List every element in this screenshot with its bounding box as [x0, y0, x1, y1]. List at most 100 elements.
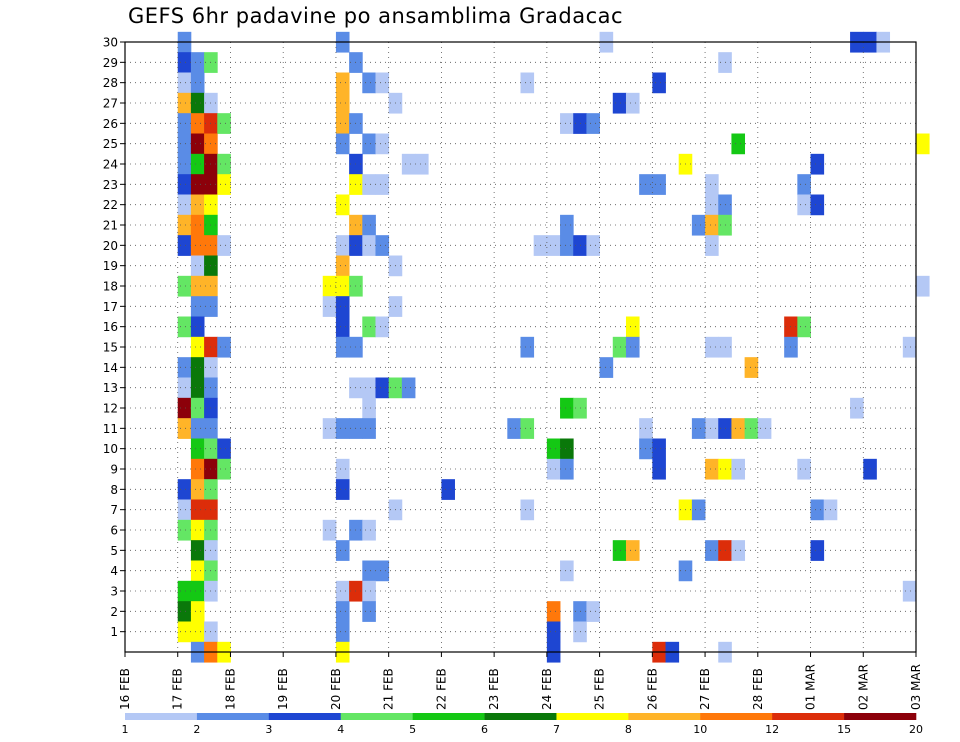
heatmap-cell [560, 113, 574, 134]
heatmap-cell [612, 92, 627, 114]
heatmap-cell [177, 133, 192, 155]
heatmap-cell [190, 255, 205, 277]
heatmap-cell [401, 377, 416, 399]
y-axis: 1234567891011121314151617181920212223242… [103, 36, 125, 639]
heatmap-cell [177, 499, 192, 521]
heatmap-cell [520, 418, 535, 439]
heatmap-cell [560, 214, 574, 236]
y-tick-label: 14 [103, 361, 118, 375]
colorbar-swatch [412, 713, 485, 720]
heatmap-cell [362, 72, 376, 94]
heatmap-cell [190, 214, 205, 236]
heatmap-cell [335, 458, 350, 480]
heatmap-cell [190, 479, 205, 500]
x-tick-label: 03 MAR [909, 664, 923, 710]
heatmap-cell [177, 275, 192, 297]
y-tick-label: 2 [110, 605, 118, 619]
heatmap-cell [177, 397, 192, 419]
heatmap-cell [612, 336, 627, 358]
x-tick-label: 19 FEB [276, 668, 290, 710]
heatmap-cell [190, 377, 205, 399]
colorbar-label: 15 [837, 723, 851, 736]
heatmap-cell [797, 174, 811, 195]
heatmap-cell [335, 479, 350, 500]
heatmap-cell [586, 113, 600, 134]
heatmap-cell [797, 316, 811, 338]
heatmap-cell [177, 214, 192, 236]
heatmap-cell [375, 316, 390, 338]
heatmap-cell [362, 580, 376, 602]
heatmap-cell [190, 357, 205, 378]
heatmap-cell [625, 540, 640, 561]
heatmap-cell [375, 377, 390, 399]
colorbar: 1 2 3 4 5 6 7 8 10 12 15 20 [122, 713, 923, 736]
heatmap-cell [612, 540, 627, 561]
heatmap-cell [190, 458, 205, 480]
y-tick-label: 28 [103, 76, 118, 90]
heatmap-cell [625, 336, 640, 358]
heatmap-cell [190, 174, 205, 195]
x-tick-label: 24 FEB [540, 668, 554, 710]
y-tick-label: 7 [110, 503, 118, 517]
y-tick-label: 11 [103, 422, 118, 436]
colorbar-swatch [628, 713, 701, 720]
heatmap-cell [560, 560, 574, 582]
x-tick-label: 28 FEB [751, 668, 765, 710]
heatmap-cell [362, 377, 376, 399]
heatmap-cell [810, 540, 825, 561]
colorbar-label: 1 [122, 723, 129, 736]
heatmap-cell [744, 357, 759, 378]
heatmap-cell [177, 580, 192, 602]
heatmap-cell [560, 235, 574, 256]
heatmap-cell [217, 235, 231, 256]
heatmap-cell [177, 174, 192, 195]
heatmap-cell [560, 397, 574, 419]
heatmap-cell [190, 418, 205, 439]
heatmap-cell [335, 113, 350, 134]
x-tick-label: 25 FEB [593, 668, 607, 710]
heatmap-cell [322, 296, 337, 317]
heatmap-cell [190, 316, 205, 338]
colorbar-swatch [340, 713, 413, 720]
colorbar-label: 10 [693, 723, 707, 736]
heatmap-cell [177, 479, 192, 500]
heatmap-cell [546, 621, 561, 643]
heatmap-cell [744, 418, 759, 439]
heatmap-cell [810, 194, 825, 216]
heatmap-cell [335, 601, 350, 622]
heatmap-cell [335, 418, 350, 439]
heatmap-cell [362, 418, 376, 439]
colorbar-label: 12 [765, 723, 779, 736]
heatmap-cell [375, 133, 390, 155]
heatmap-cell [190, 499, 205, 521]
y-tick-label: 29 [103, 56, 118, 70]
heatmap-cell [177, 52, 192, 73]
x-axis: 16 FEB 17 FEB 18 FEB 19 FEB 20 FEB 21 FEB 22 F… [118, 652, 923, 710]
heatmap-cell [190, 72, 205, 94]
heatmap-cell [652, 438, 666, 460]
y-tick-label: 4 [110, 564, 118, 578]
heatmap-cell [731, 133, 746, 155]
colorbar-label: 6 [481, 723, 488, 736]
heatmap-cell [177, 153, 192, 175]
heatmap-cell [335, 72, 350, 94]
x-tick-label: 23 FEB [487, 668, 501, 710]
heatmap-cell [560, 438, 574, 460]
heatmap-cell [362, 560, 376, 582]
colorbar-swatch [196, 713, 270, 720]
heatmap-cell [546, 458, 561, 480]
heatmap-cell [335, 316, 350, 338]
y-tick-label: 25 [103, 137, 118, 151]
heatmap-cell [190, 621, 205, 643]
heatmap-cell [190, 133, 205, 155]
heatmap-cell [757, 418, 772, 439]
heatmap-cell [177, 194, 192, 216]
colorbar-swatch [556, 713, 629, 720]
heatmap-cell [190, 52, 205, 73]
x-tick-label: 21 FEB [382, 668, 396, 710]
x-tick-label: 02 MAR [856, 664, 870, 710]
y-tick-label: 9 [110, 463, 118, 477]
heatmap-cell [691, 214, 706, 236]
x-tick-label: 18 FEB [223, 668, 237, 710]
colorbar-label: 3 [265, 723, 272, 736]
